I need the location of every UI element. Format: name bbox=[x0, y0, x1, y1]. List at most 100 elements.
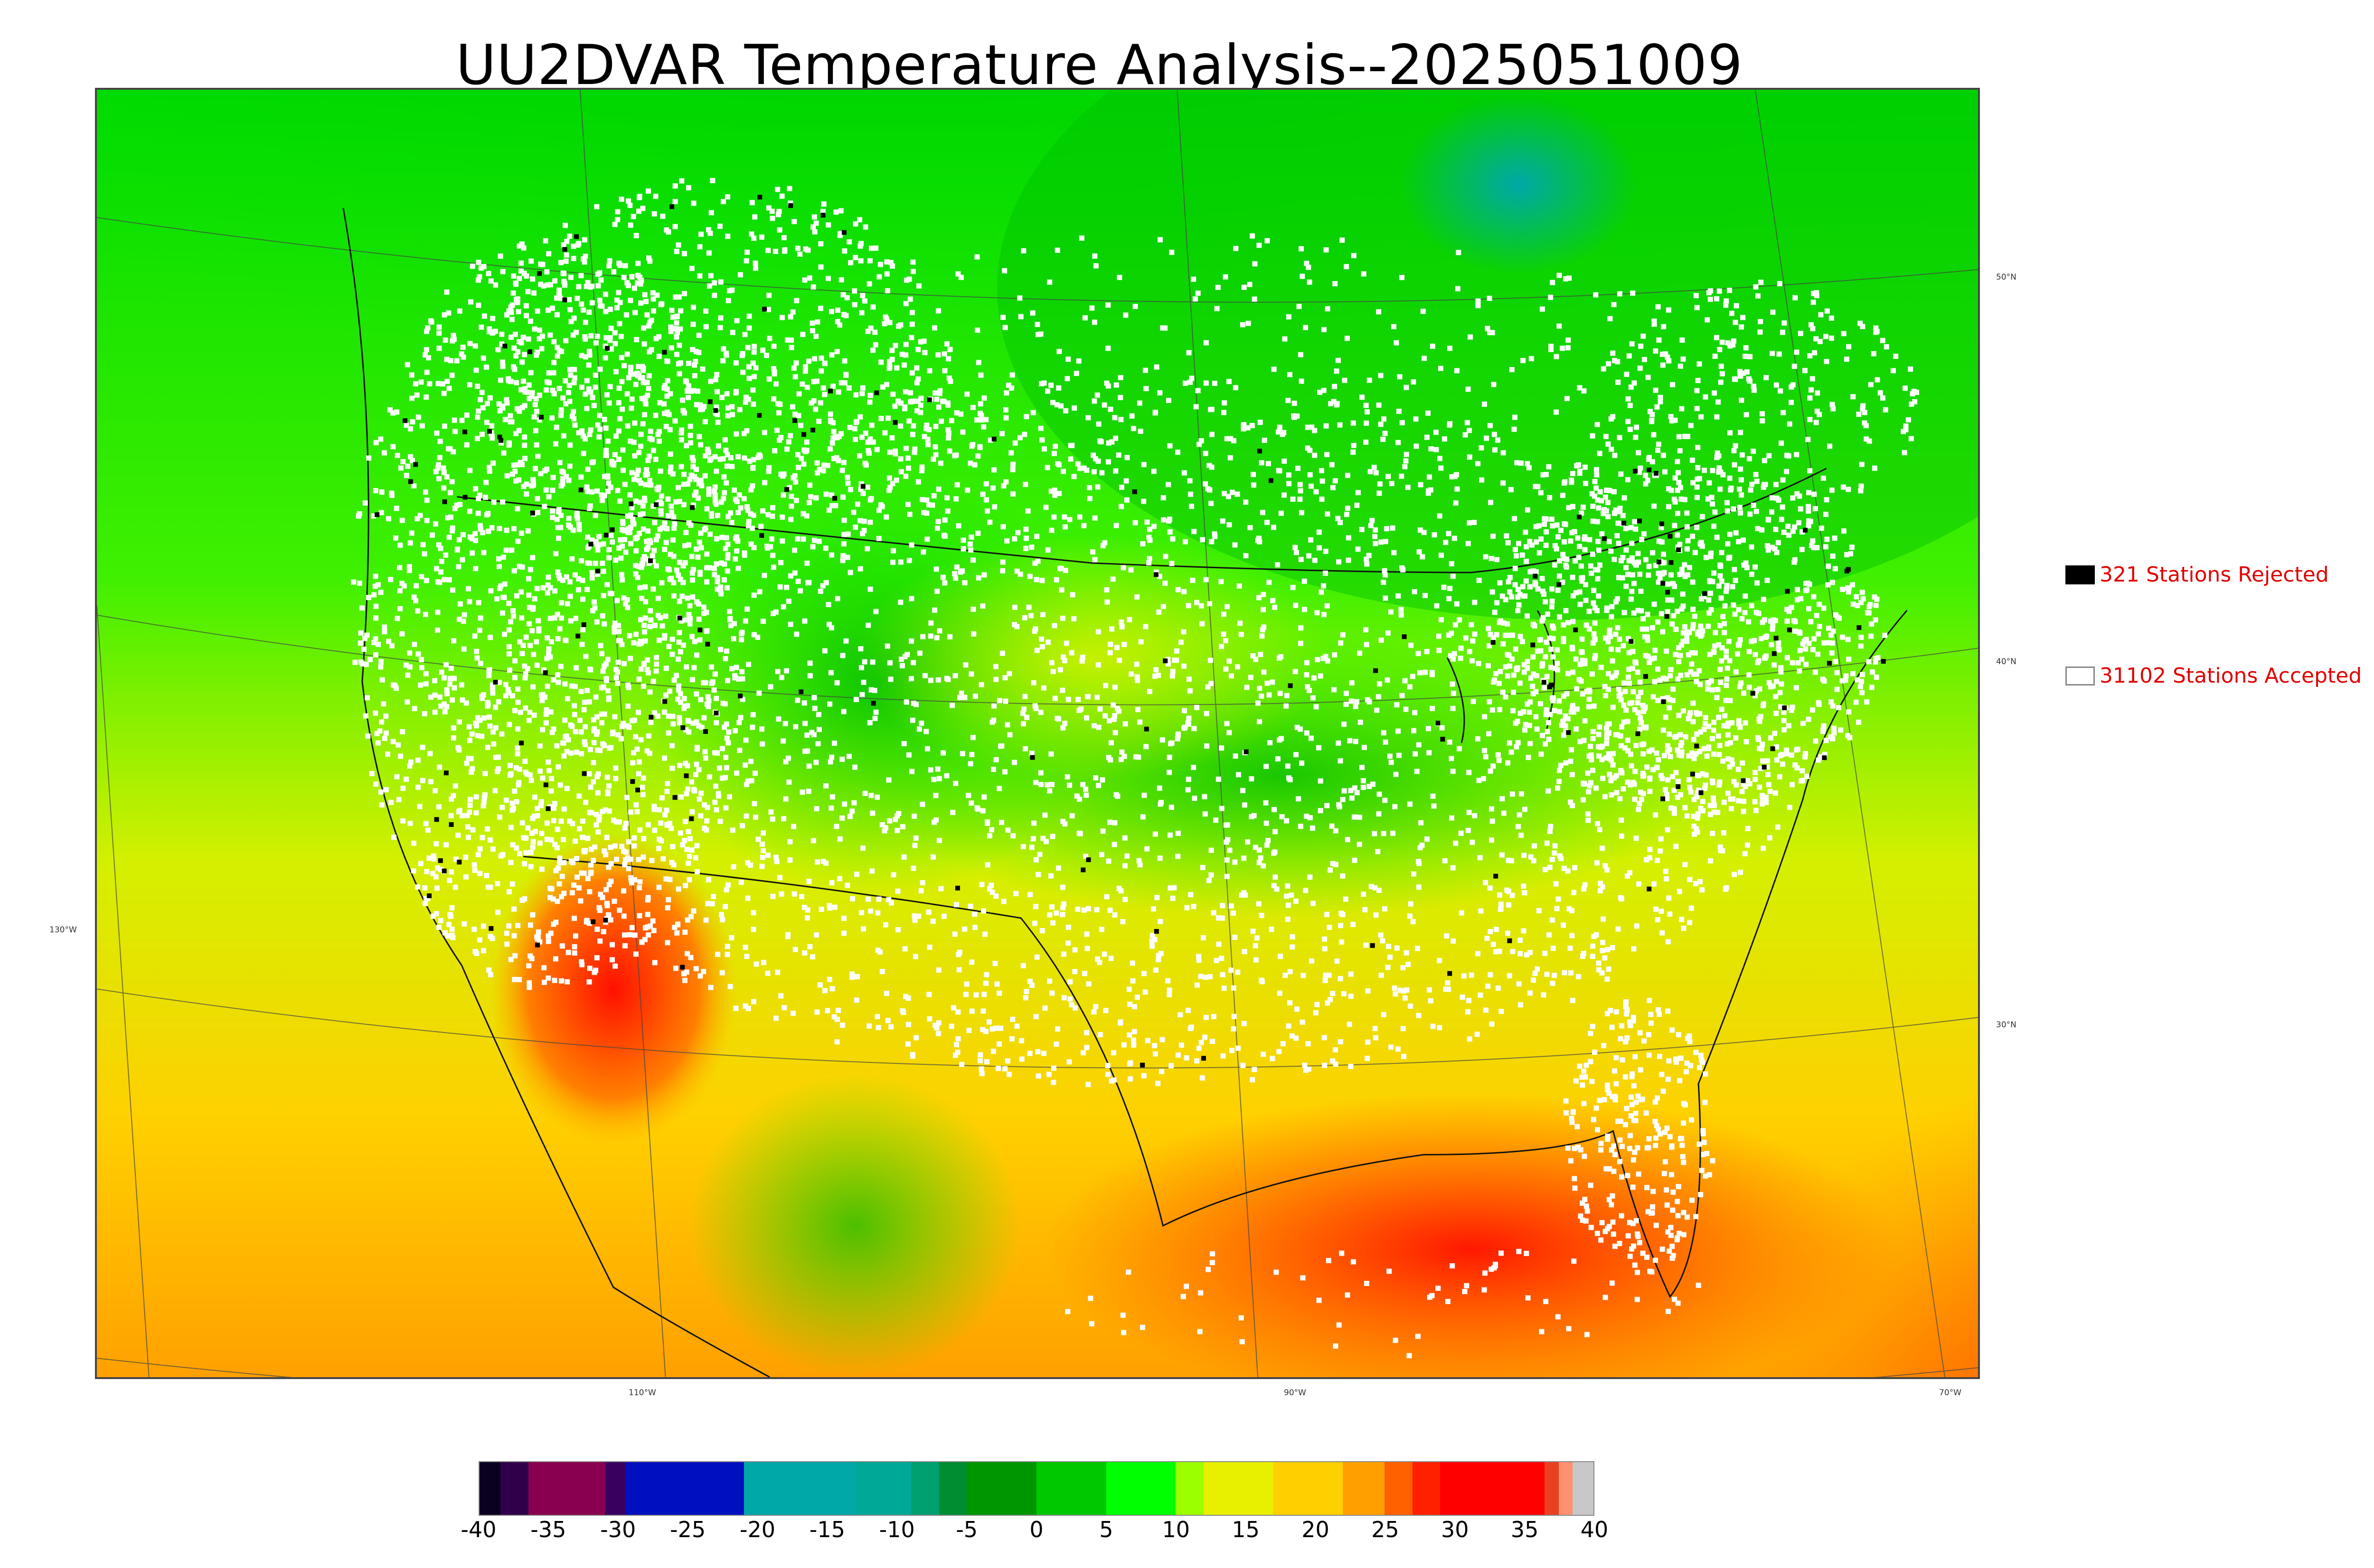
accepted-station-marker bbox=[1027, 1051, 1033, 1056]
accepted-station-marker bbox=[718, 499, 724, 505]
accepted-station-marker bbox=[617, 263, 623, 268]
accepted-station-marker bbox=[683, 378, 688, 384]
accepted-station-marker bbox=[1119, 504, 1124, 509]
accepted-station-marker bbox=[1408, 642, 1414, 648]
accepted-station-marker bbox=[744, 428, 750, 433]
accepted-station-marker bbox=[920, 880, 925, 885]
accepted-station-marker bbox=[1032, 561, 1038, 566]
accepted-station-marker bbox=[642, 292, 648, 298]
accepted-station-marker bbox=[1546, 464, 1552, 469]
accepted-station-marker bbox=[837, 876, 842, 882]
accepted-station-marker bbox=[565, 949, 571, 955]
accepted-station-marker bbox=[1341, 991, 1347, 996]
accepted-station-marker bbox=[654, 486, 660, 491]
accepted-station-marker bbox=[662, 383, 668, 388]
accepted-station-marker bbox=[1400, 1026, 1406, 1032]
accepted-station-marker bbox=[1099, 927, 1104, 932]
graticule bbox=[97, 90, 1978, 1377]
accepted-station-marker bbox=[1525, 659, 1530, 665]
accepted-station-marker bbox=[919, 720, 924, 726]
accepted-station-marker bbox=[1526, 755, 1531, 761]
accepted-station-marker bbox=[982, 931, 988, 937]
accepted-station-marker bbox=[1319, 589, 1324, 595]
accepted-station-marker bbox=[1649, 656, 1654, 662]
accepted-station-marker bbox=[516, 782, 521, 788]
accepted-station-marker bbox=[524, 771, 530, 777]
accepted-station-marker bbox=[814, 932, 820, 938]
accepted-station-marker bbox=[556, 535, 561, 541]
accepted-station-marker bbox=[517, 563, 522, 569]
accepted-station-marker bbox=[482, 770, 488, 776]
accepted-station-marker bbox=[1243, 499, 1249, 505]
accepted-station-marker bbox=[1159, 737, 1165, 743]
accepted-station-marker bbox=[1261, 592, 1266, 597]
accepted-station-marker bbox=[606, 263, 612, 269]
accepted-station-marker bbox=[1478, 992, 1483, 998]
accepted-station-marker bbox=[1047, 912, 1053, 918]
accepted-station-marker bbox=[506, 627, 512, 633]
accepted-station-marker bbox=[1175, 731, 1181, 737]
accepted-station-marker bbox=[1708, 858, 1714, 864]
accepted-station-marker bbox=[968, 903, 973, 909]
accepted-station-marker bbox=[682, 930, 688, 935]
accepted-station-marker bbox=[559, 943, 565, 949]
accepted-station-marker bbox=[1109, 626, 1114, 632]
accepted-station-marker bbox=[435, 462, 441, 468]
accepted-station-marker bbox=[724, 463, 730, 469]
accepted-station-marker bbox=[1840, 587, 1846, 592]
accepted-station-marker bbox=[625, 282, 631, 288]
accepted-station-marker bbox=[510, 608, 516, 613]
accepted-station-marker bbox=[1541, 992, 1546, 998]
accepted-station-marker bbox=[611, 817, 616, 823]
accepted-station-marker bbox=[1253, 943, 1258, 948]
accepted-station-marker bbox=[1554, 667, 1560, 673]
accepted-station-marker bbox=[1202, 1034, 1207, 1040]
accepted-station-marker bbox=[760, 619, 766, 624]
accepted-station-marker bbox=[1635, 694, 1641, 700]
accepted-station-marker bbox=[576, 284, 582, 290]
accepted-station-marker bbox=[1610, 945, 1615, 950]
accepted-station-marker bbox=[635, 280, 641, 286]
accepted-station-marker bbox=[542, 504, 547, 509]
accepted-station-marker bbox=[515, 296, 520, 302]
accepted-station-marker bbox=[1691, 814, 1696, 819]
accepted-station-marker bbox=[546, 975, 551, 981]
accepted-station-marker bbox=[1489, 1021, 1495, 1027]
accepted-station-marker bbox=[722, 724, 727, 730]
accepted-station-marker bbox=[1249, 423, 1255, 428]
accepted-station-marker bbox=[1092, 515, 1098, 521]
accepted-station-marker bbox=[1005, 1058, 1010, 1064]
accepted-station-marker bbox=[1072, 947, 1078, 953]
accepted-station-marker bbox=[765, 970, 771, 976]
accepted-station-marker bbox=[1338, 976, 1343, 981]
accepted-station-marker bbox=[789, 494, 794, 499]
accepted-station-marker bbox=[1661, 753, 1667, 759]
accepted-station-marker bbox=[465, 824, 471, 830]
accepted-station-marker bbox=[561, 806, 567, 812]
accepted-station-marker bbox=[1536, 908, 1542, 913]
accepted-station-marker bbox=[510, 842, 516, 848]
accepted-station-marker bbox=[725, 298, 731, 303]
accepted-station-marker bbox=[603, 676, 609, 682]
accepted-station-marker bbox=[712, 454, 718, 460]
accepted-station-marker bbox=[688, 423, 693, 429]
accepted-station-marker bbox=[1608, 647, 1614, 652]
accepted-station-marker bbox=[1035, 558, 1041, 564]
accepted-station-marker bbox=[650, 918, 656, 924]
accepted-station-marker bbox=[1810, 538, 1816, 544]
accepted-station-marker bbox=[1032, 629, 1037, 634]
accepted-station-marker bbox=[420, 778, 425, 783]
accepted-station-marker bbox=[648, 720, 654, 725]
accepted-station-marker bbox=[573, 933, 578, 939]
accepted-station-marker bbox=[1726, 638, 1732, 644]
accepted-station-marker bbox=[1784, 655, 1790, 660]
accepted-station-marker bbox=[1453, 840, 1459, 846]
accepted-station-marker bbox=[572, 712, 577, 717]
accepted-station-marker bbox=[508, 304, 514, 310]
accepted-station-marker bbox=[1593, 932, 1599, 938]
accepted-station-marker bbox=[1723, 698, 1729, 703]
accepted-station-marker bbox=[725, 234, 731, 239]
accepted-station-marker bbox=[569, 890, 575, 895]
accepted-station-marker bbox=[593, 340, 599, 346]
accepted-station-marker bbox=[999, 431, 1005, 436]
